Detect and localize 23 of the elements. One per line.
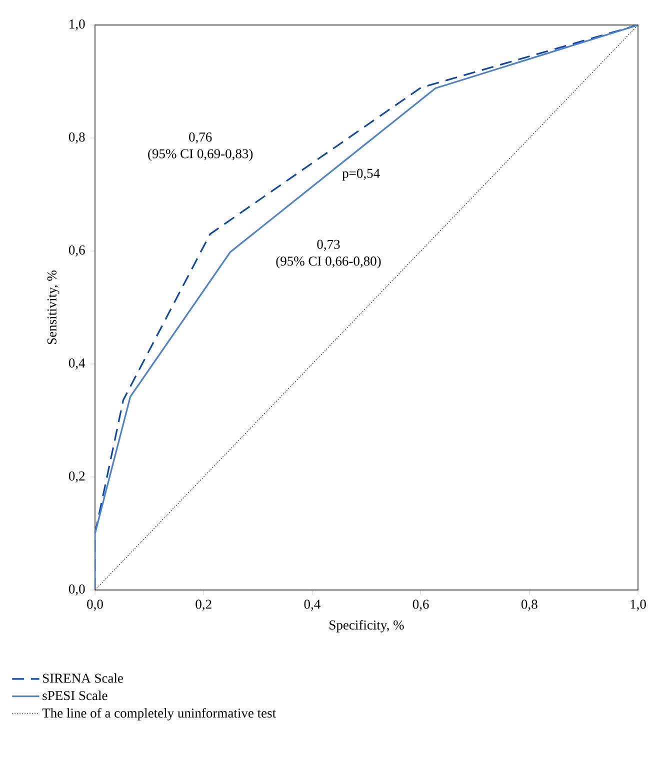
annotation: p=0,54 [342,168,380,181]
annotation: 0,73 [317,240,340,251]
x-tick-label: 0,6 [412,600,429,611]
x-tick-label: 0,8 [521,600,538,611]
y-tick-label: 0,8 [68,132,85,144]
y-tick-label: 0,6 [68,245,85,257]
x-tick-label: 0,0 [87,600,103,611]
legend-label: The line of a completely uninformative test [42,708,276,720]
x-tick-label: 0,4 [304,600,320,611]
x-tick-label: 0,2 [196,600,212,611]
annotation: (95% CI 0,69-0,83) [148,148,253,162]
y-tick-label: 0,2 [68,471,85,483]
legend-label: SIRENA Scale [43,673,124,683]
legend-label: sPESI Scale [42,690,108,700]
annotation: (95% CI 0,66-0,80) [276,256,381,268]
y-tick-label: 0,0 [68,584,85,596]
x-axis-title: Specificity, % [330,620,404,632]
annotation: 0,76 [189,132,212,144]
y-tick-label: 0,4 [68,358,86,370]
y-tick-label: 1,0 [70,19,85,31]
y-axis-title: Sensitivity, % [47,270,60,344]
line-series [95,24,638,590]
x-tick-label: 1,0 [630,600,646,611]
